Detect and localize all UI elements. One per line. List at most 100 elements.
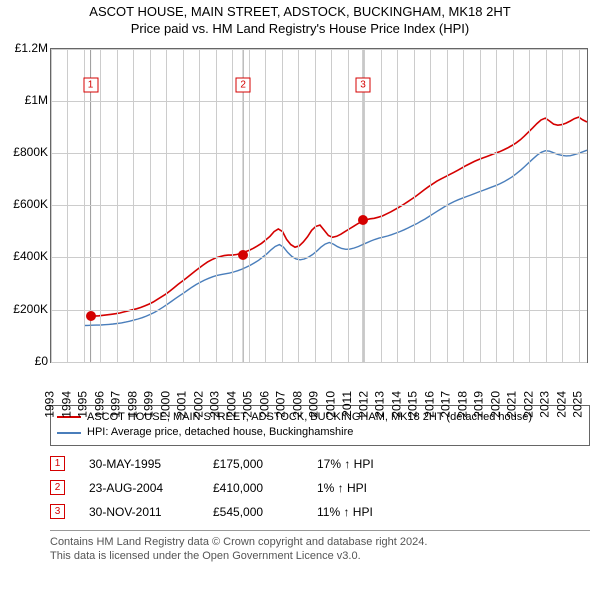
x-axis-label: 1996 — [92, 391, 106, 418]
gridline-vertical — [381, 49, 382, 362]
legend-label-hpi: HPI: Average price, detached house, Buck… — [87, 425, 353, 440]
gridline-vertical — [282, 49, 283, 362]
gridline-vertical — [199, 49, 200, 362]
transaction-date: 23-AUG-2004 — [89, 481, 189, 495]
gridline-vertical — [51, 49, 52, 362]
x-axis-label: 1999 — [142, 391, 156, 418]
event-marker-dot — [358, 215, 368, 225]
x-axis-label: 2008 — [290, 391, 304, 418]
gridline-horizontal — [51, 49, 587, 50]
x-axis-label: 2016 — [422, 391, 436, 418]
transaction-marker-3: 3 — [50, 504, 65, 519]
transaction-marker-1: 1 — [50, 456, 65, 471]
gridline-vertical — [249, 49, 250, 362]
footnote: Contains HM Land Registry data © Crown c… — [50, 530, 590, 564]
x-axis-label: 2003 — [208, 391, 222, 418]
chart-title-block: ASCOT HOUSE, MAIN STREET, ADSTOCK, BUCKI… — [6, 0, 594, 38]
event-marker-dot — [238, 250, 248, 260]
transaction-row: 2 23-AUG-2004 £410,000 1% ↑ HPI — [50, 476, 590, 500]
transaction-price: £175,000 — [213, 457, 293, 471]
x-axis-label: 2000 — [158, 391, 172, 418]
gridline-vertical — [117, 49, 118, 362]
event-marker-box: 2 — [236, 78, 251, 93]
gridline-vertical — [480, 49, 481, 362]
gridline-vertical — [166, 49, 167, 362]
transaction-pct: 17% ↑ HPI — [317, 457, 407, 471]
x-axis-label: 1995 — [76, 391, 90, 418]
transaction-price: £410,000 — [213, 481, 293, 495]
event-marker-box: 3 — [356, 78, 371, 93]
x-axis-label: 2013 — [373, 391, 387, 418]
gridline-vertical — [463, 49, 464, 362]
y-axis-label: £400K — [13, 249, 48, 263]
gridline-vertical — [562, 49, 563, 362]
x-axis-label: 2020 — [488, 391, 502, 418]
x-axis-label: 2001 — [175, 391, 189, 418]
x-axis-label: 2004 — [224, 391, 238, 418]
x-axis-label: 2024 — [554, 391, 568, 418]
gridline-vertical — [216, 49, 217, 362]
gridline-horizontal — [51, 310, 587, 311]
transaction-pct: 11% ↑ HPI — [317, 505, 407, 519]
x-axis-label: 2025 — [571, 391, 585, 418]
x-axis-label: 2005 — [241, 391, 255, 418]
gridline-horizontal — [51, 257, 587, 258]
gridline-vertical — [546, 49, 547, 362]
gridline-vertical — [529, 49, 530, 362]
x-axis-label: 1993 — [43, 391, 57, 418]
x-axis-label: 1998 — [125, 391, 139, 418]
transaction-row: 3 30-NOV-2011 £545,000 11% ↑ HPI — [50, 500, 590, 524]
footnote-line-2: This data is licensed under the Open Gov… — [50, 549, 590, 563]
gridline-horizontal — [51, 205, 587, 206]
plot-region: 1 2 3 — [50, 48, 588, 363]
gridline-vertical — [414, 49, 415, 362]
event-marker-dot — [86, 311, 96, 321]
event-marker-box: 1 — [83, 78, 98, 93]
legend-swatch-hpi — [57, 432, 81, 434]
y-axis-label: £1M — [25, 93, 48, 107]
title-line-2: Price paid vs. HM Land Registry's House … — [6, 21, 594, 38]
transaction-date: 30-MAY-1995 — [89, 457, 189, 471]
gridline-horizontal — [51, 101, 587, 102]
gridline-vertical — [364, 49, 365, 362]
y-axis-label: £200K — [13, 302, 48, 316]
gridline-vertical — [298, 49, 299, 362]
x-axis-label: 2002 — [191, 391, 205, 418]
gridline-vertical — [232, 49, 233, 362]
x-axis-label: 2023 — [538, 391, 552, 418]
x-axis-label: 2018 — [455, 391, 469, 418]
x-axis-label: 2011 — [340, 391, 354, 417]
x-axis-label: 2010 — [323, 391, 337, 418]
gridline-vertical — [315, 49, 316, 362]
gridline-vertical — [430, 49, 431, 362]
transaction-date: 30-NOV-2011 — [89, 505, 189, 519]
gridline-vertical — [67, 49, 68, 362]
gridline-vertical — [100, 49, 101, 362]
gridline-vertical — [150, 49, 151, 362]
title-line-1: ASCOT HOUSE, MAIN STREET, ADSTOCK, BUCKI… — [6, 4, 594, 21]
series-line-hpi — [84, 150, 587, 325]
transaction-pct: 1% ↑ HPI — [317, 481, 407, 495]
gridline-vertical — [331, 49, 332, 362]
gridline-vertical — [579, 49, 580, 362]
x-axis-label: 1994 — [59, 391, 73, 418]
x-axis-label: 2006 — [257, 391, 271, 418]
gridline-vertical — [397, 49, 398, 362]
y-axis-label: £1.2M — [15, 41, 48, 55]
gridline-horizontal — [51, 362, 587, 363]
gridline-vertical — [183, 49, 184, 362]
gridline-vertical — [513, 49, 514, 362]
x-axis-label: 2022 — [521, 391, 535, 418]
x-axis-label: 2021 — [505, 391, 519, 418]
x-axis-label: 2007 — [274, 391, 288, 418]
transaction-price: £545,000 — [213, 505, 293, 519]
transaction-marker-2: 2 — [50, 480, 65, 495]
legend-item-hpi: HPI: Average price, detached house, Buck… — [57, 425, 583, 440]
x-axis-label: 2014 — [389, 391, 403, 418]
x-axis-label: 2019 — [472, 391, 486, 418]
gridline-horizontal — [51, 153, 587, 154]
gridline-vertical — [348, 49, 349, 362]
gridline-vertical — [265, 49, 266, 362]
x-axis-label: 1997 — [109, 391, 123, 418]
chart-area: 123 £0£200K£400K£600K£800K£1M£1.2M199319… — [6, 42, 594, 397]
